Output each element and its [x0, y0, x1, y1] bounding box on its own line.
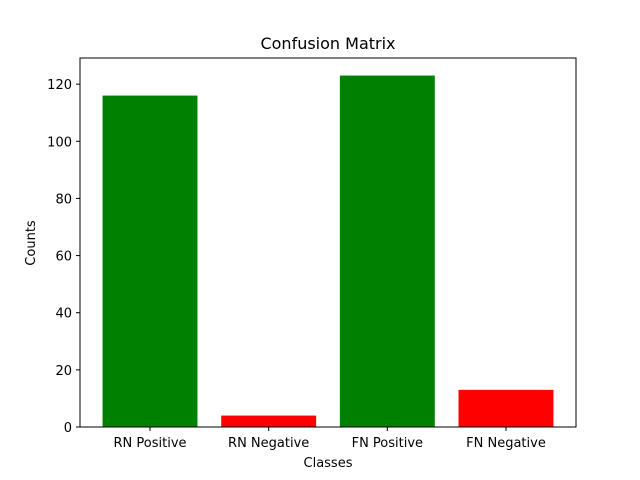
y-tick-label: 0	[64, 421, 72, 436]
y-axis-label: Counts	[24, 220, 39, 266]
x-axis: RN Positive RN Negative FN Positive FN Nega…	[114, 427, 546, 451]
y-axis: 0 20 40 60 80 100 120	[47, 78, 80, 436]
x-tick-label: FN Negative	[466, 436, 546, 451]
y-tick-label: 40	[55, 307, 72, 322]
bar-fn-positive	[339, 75, 435, 428]
y-tick-label: 120	[47, 78, 72, 93]
bar-rn-negative	[221, 415, 317, 427]
bar-rn-positive	[102, 95, 198, 428]
x-tick-label: FN Positive	[352, 436, 423, 451]
y-tick-label: 60	[55, 250, 72, 265]
chart-title: Confusion Matrix	[260, 34, 395, 53]
y-tick-label: 100	[47, 135, 72, 150]
plot-frame	[79, 57, 577, 428]
bars-group	[102, 75, 554, 428]
x-tick-label: RN Positive	[114, 436, 187, 451]
bar-fn-negative	[458, 389, 554, 427]
y-tick-label: 80	[55, 192, 72, 207]
x-axis-label: Classes	[304, 456, 353, 471]
x-tick-label: RN Negative	[228, 436, 309, 451]
y-tick-label: 20	[55, 364, 72, 379]
